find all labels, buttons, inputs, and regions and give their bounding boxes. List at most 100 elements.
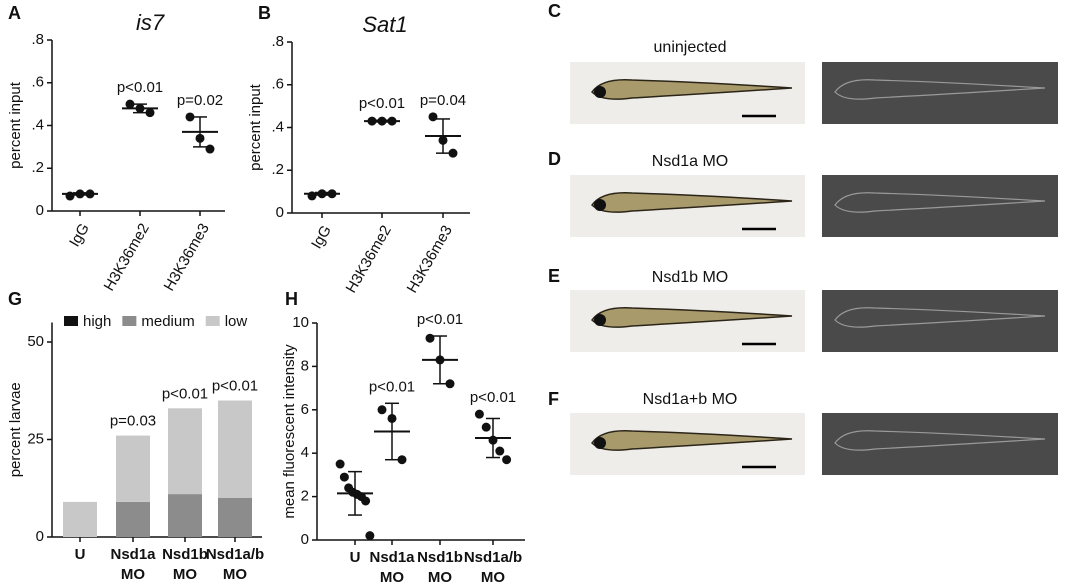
larva-fluorescence xyxy=(834,430,1046,451)
panel-label: E xyxy=(548,266,560,286)
larva-fluorescence xyxy=(834,192,1046,213)
legend-label: medium xyxy=(141,313,194,330)
data-point xyxy=(377,405,387,415)
data-point xyxy=(125,99,135,109)
x-tick-label: IgG xyxy=(66,220,93,249)
fluorescence-image xyxy=(822,413,1058,475)
x-tick-label: Nsd1a MO xyxy=(110,546,156,583)
x-tick-label: Nsd1b MO xyxy=(417,549,463,586)
bar-segment xyxy=(168,494,202,537)
y-tick-label: .6 xyxy=(31,74,44,91)
data-point xyxy=(205,144,215,154)
data-point xyxy=(448,148,458,158)
chart-title: Sat1 xyxy=(362,12,407,37)
annotation: p<0.01 xyxy=(212,377,258,394)
data-point xyxy=(428,112,438,122)
x-tick-label: H3K36me3 xyxy=(404,222,456,295)
y-tick-label: .2 xyxy=(271,161,284,178)
image-label: Nsd1a MO xyxy=(652,153,728,170)
larva-fluorescence xyxy=(834,307,1046,328)
panel-label: C xyxy=(548,1,561,21)
chart-title: is7 xyxy=(136,10,165,35)
larva xyxy=(591,430,793,451)
bar-segment xyxy=(116,435,150,502)
fluorescence-image xyxy=(822,62,1058,124)
data-point xyxy=(445,379,455,389)
image-label: Nsd1a+b MO xyxy=(643,391,738,408)
panel-label: A xyxy=(8,3,21,23)
larva-eye xyxy=(594,199,606,211)
data-point xyxy=(495,446,505,456)
legend-swatch xyxy=(64,316,78,326)
y-axis-label: mean fluorescent intensity xyxy=(281,344,298,519)
y-axis-label: percent larvae xyxy=(7,382,24,477)
image-label: Nsd1b MO xyxy=(652,269,728,286)
y-tick-label: 2 xyxy=(301,488,309,505)
y-tick-label: 10 xyxy=(292,314,309,331)
fluorescence-image xyxy=(822,290,1058,352)
data-point xyxy=(502,455,512,465)
legend-label: high xyxy=(83,313,111,330)
y-tick-label: .4 xyxy=(31,116,44,133)
larva-eye xyxy=(594,314,606,326)
panel-label: G xyxy=(8,289,22,309)
annotation: p=0.04 xyxy=(420,92,466,109)
x-tick-label: IgG xyxy=(308,222,335,251)
bar-segment xyxy=(168,408,202,495)
y-tick-label: 0 xyxy=(36,202,44,219)
x-tick-label: U xyxy=(75,546,86,563)
data-point xyxy=(185,112,195,122)
data-point xyxy=(425,333,435,343)
y-tick-label: 25 xyxy=(27,430,44,447)
y-tick-label: 0 xyxy=(301,531,309,548)
annotation: p<0.01 xyxy=(359,95,405,112)
annotation: p<0.01 xyxy=(470,389,516,406)
larva-eye xyxy=(594,86,606,98)
y-tick-label: .4 xyxy=(271,118,284,135)
annotation: p<0.01 xyxy=(369,378,415,395)
panel-label: H xyxy=(285,289,298,309)
larva-fluorescence xyxy=(834,79,1046,100)
data-point xyxy=(335,459,345,469)
bar-segment xyxy=(218,400,252,498)
data-point xyxy=(474,409,484,419)
y-tick-label: 8 xyxy=(301,357,309,374)
bar-segment xyxy=(218,498,252,537)
x-tick-label: H3K36me2 xyxy=(343,222,395,295)
legend-swatch xyxy=(205,316,220,326)
data-point xyxy=(481,422,491,432)
annotation: p<0.01 xyxy=(417,311,463,328)
panel-label: B xyxy=(258,3,271,23)
larva xyxy=(591,307,793,328)
image-label: uninjected xyxy=(654,39,727,56)
fluorescence-image xyxy=(822,175,1058,237)
data-point xyxy=(361,496,371,506)
y-tick-label: 0 xyxy=(276,204,284,221)
annotation: p=0.03 xyxy=(110,413,156,430)
annotation: p<0.01 xyxy=(117,79,163,96)
y-tick-label: .2 xyxy=(31,159,44,176)
legend-label: low xyxy=(225,313,248,330)
larva xyxy=(591,192,793,213)
x-tick-label: U xyxy=(350,549,361,566)
y-axis-label: percent input xyxy=(7,81,24,169)
annotation: p=0.02 xyxy=(177,92,223,109)
y-tick-label: .8 xyxy=(31,31,44,48)
data-point xyxy=(145,108,155,118)
data-point xyxy=(365,531,375,541)
data-point xyxy=(339,472,349,482)
x-tick-label: Nsd1a MO xyxy=(369,549,415,586)
y-axis-label: percent input xyxy=(247,83,264,171)
y-tick-label: 4 xyxy=(301,444,309,461)
x-tick-label: H3K36me3 xyxy=(161,220,213,293)
y-tick-label: .8 xyxy=(271,33,284,50)
y-tick-label: 0 xyxy=(36,528,44,545)
larva xyxy=(591,79,793,100)
bar-segment xyxy=(63,501,97,537)
x-tick-label: Nsd1a/b MO xyxy=(206,546,264,583)
panel-label: F xyxy=(548,389,559,409)
annotation: p<0.01 xyxy=(162,385,208,402)
bar-segment xyxy=(116,501,150,537)
panel-label: D xyxy=(548,149,561,169)
